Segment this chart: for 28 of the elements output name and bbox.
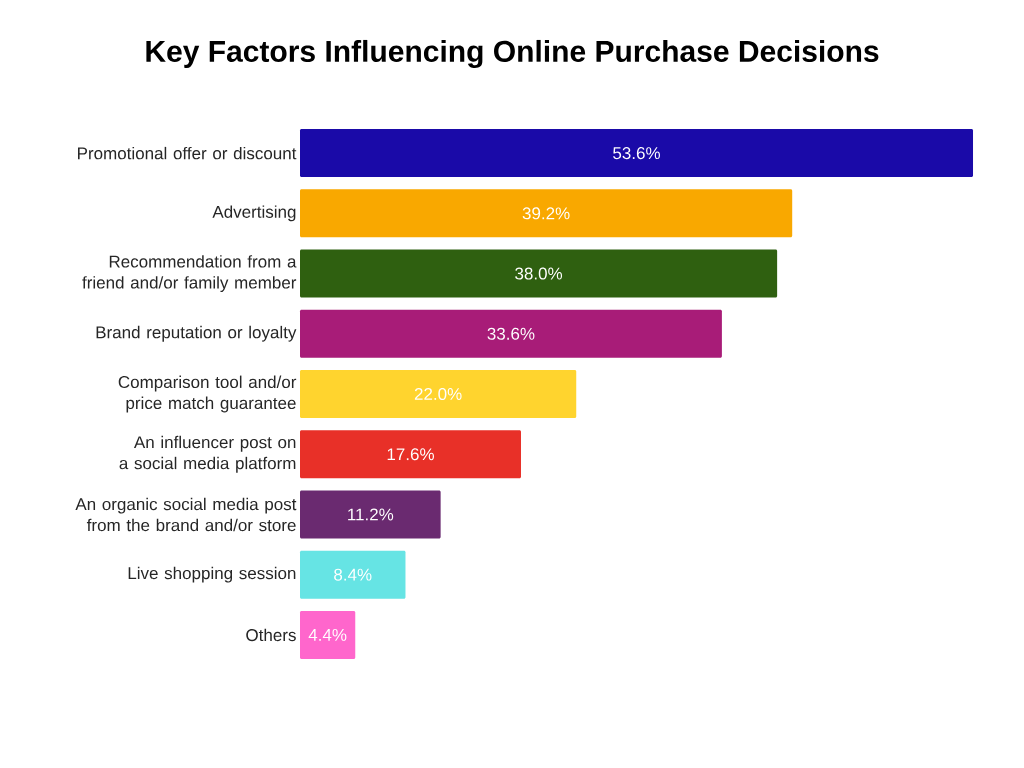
data-label: 8.4% bbox=[334, 568, 372, 581]
data-label: 11.2% bbox=[348, 508, 394, 521]
y-tick-label: An influencer post on a social media platform bbox=[119, 435, 296, 473]
data-label: 17.6% bbox=[387, 448, 434, 461]
bar bbox=[300, 610, 356, 659]
y-tick-label: Live shopping session bbox=[128, 566, 296, 583]
bar bbox=[300, 370, 577, 418]
bar bbox=[300, 430, 521, 479]
y-tick-label: Promotional offer or discount bbox=[78, 146, 297, 160]
data-label: 53.6% bbox=[613, 147, 660, 160]
bar bbox=[300, 309, 722, 358]
bar bbox=[300, 249, 778, 298]
bar bbox=[300, 490, 441, 539]
y-tick-label: Recommendation from a friend and/or family member bbox=[82, 255, 297, 292]
bar bbox=[300, 129, 974, 178]
data-label: 33.6% bbox=[487, 327, 535, 340]
chart-title: Key Factors Influencing Online Purchase Decisions bbox=[146, 39, 879, 69]
y-tick-label: Others bbox=[246, 628, 296, 642]
bar bbox=[300, 550, 406, 599]
data-label: 22.0% bbox=[414, 387, 462, 401]
data-label: 39.2% bbox=[522, 207, 570, 220]
y-tick-label: An organic social media post from the brand and/or store bbox=[75, 497, 297, 532]
data-label: 38.0% bbox=[515, 267, 563, 280]
data-label: 4.4% bbox=[308, 628, 347, 641]
y-tick-label: Advertising bbox=[212, 205, 296, 222]
y-tick-label: Comparison tool and/or price match guarantee bbox=[118, 375, 297, 413]
bar bbox=[300, 189, 793, 238]
y-tick-label: Brand reputation or loyalty bbox=[96, 325, 297, 342]
